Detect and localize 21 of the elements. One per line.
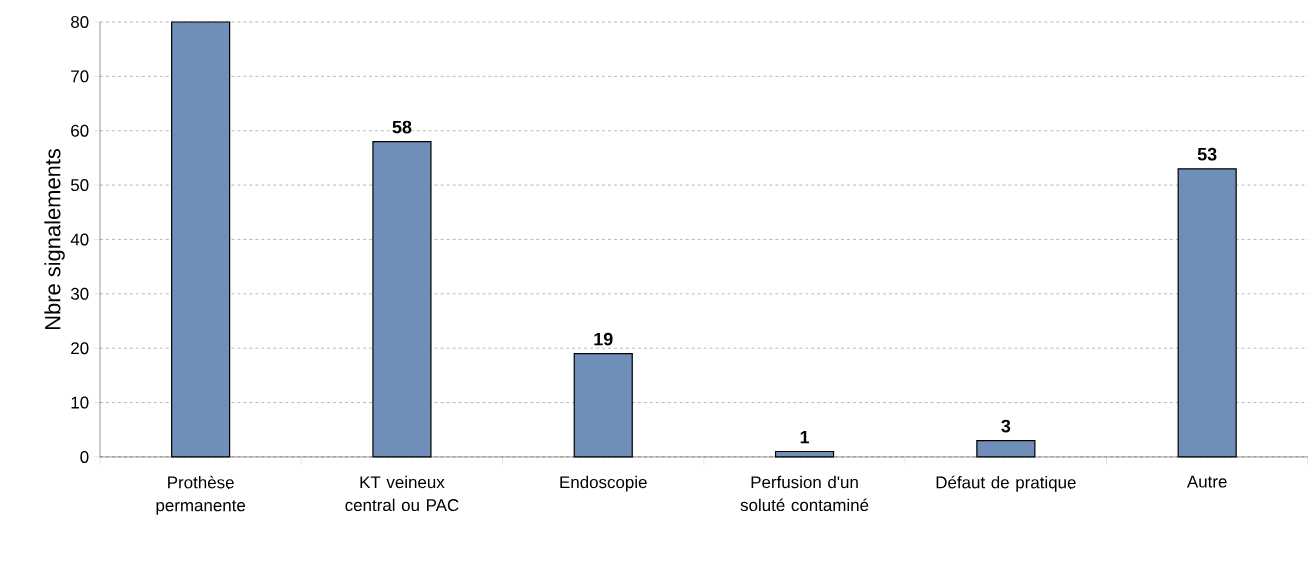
x-tick-label: Prothèse permanente <box>156 475 246 515</box>
x-tick-label: Perfusion d'un soluté contaminé <box>740 475 869 512</box>
x-tick-label: Autre <box>1186 475 1227 488</box>
data-label: 53 <box>1197 147 1217 161</box>
x-tick-label: Défaut de pratique <box>936 475 1076 492</box>
y-tick-label: 50 <box>70 179 89 192</box>
x-tick-label: Endoscopie <box>560 475 647 492</box>
data-label: 19 <box>594 332 613 346</box>
y-tick-label: 0 <box>80 450 89 463</box>
x-tick-label: KT veineux central ou PAC <box>345 475 459 512</box>
y-tick-label: 40 <box>70 233 89 246</box>
y-axis-title: Nbre signalements <box>44 148 65 330</box>
data-label: 58 <box>392 120 412 134</box>
y-tick-label: 60 <box>71 124 89 137</box>
y-tick-label: 80 <box>71 16 89 29</box>
y-tick-label: 70 <box>71 70 89 83</box>
data-label: 1 <box>800 430 810 444</box>
data-label: 3 <box>1001 419 1011 433</box>
y-tick-label: 20 <box>71 342 89 355</box>
y-tick-label: 30 <box>70 287 89 300</box>
y-tick-label: 10 <box>71 396 89 409</box>
